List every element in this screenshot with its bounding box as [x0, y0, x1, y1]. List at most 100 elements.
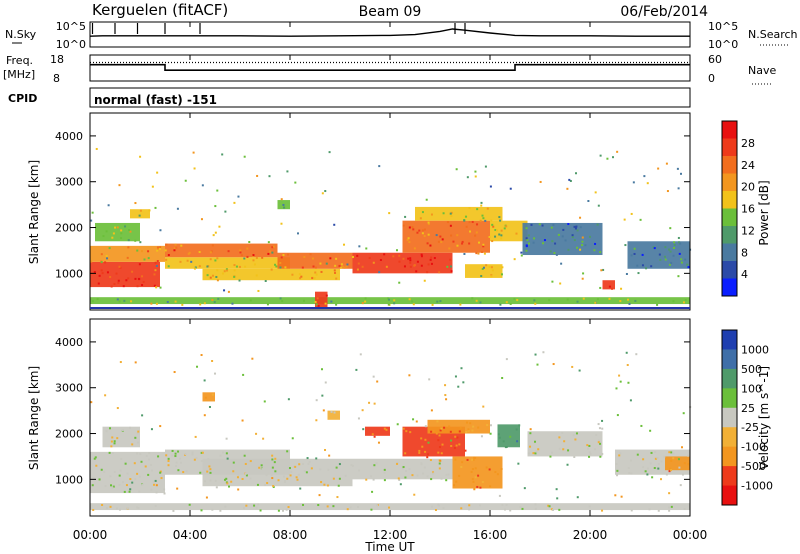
velocity-colorbar-tick-label: 1000 — [741, 343, 769, 356]
power-echo — [677, 275, 680, 278]
power-pixel — [533, 299, 536, 302]
power-echo — [606, 157, 609, 160]
velocity-pixel — [270, 474, 273, 477]
velocity-echo — [627, 381, 630, 384]
velocity-pixel — [277, 509, 280, 512]
power-echo — [679, 172, 682, 175]
velocity-echo — [203, 379, 206, 382]
velocity-pixel — [180, 461, 183, 464]
velocity-echo — [405, 430, 408, 433]
velocity-pixel — [501, 504, 504, 507]
velocity-pixel — [201, 471, 204, 474]
velocity-pixel — [485, 466, 488, 469]
power-pixel — [217, 297, 220, 300]
velocity-pixel — [134, 478, 137, 481]
power-pixel — [557, 233, 560, 236]
power-pixel — [238, 265, 241, 268]
power-pixel — [407, 257, 410, 260]
velocity-pixel — [646, 467, 649, 470]
velocity-pixel — [110, 445, 113, 448]
velocity-pixel — [110, 440, 113, 443]
power-region — [165, 257, 290, 269]
power-pixel — [483, 252, 486, 255]
power-echo — [155, 286, 158, 289]
velocity-pixel — [460, 465, 463, 468]
velocity-pixel — [670, 451, 673, 454]
power-echo — [155, 264, 158, 267]
power-pixel — [490, 266, 493, 269]
power-pixel — [291, 273, 294, 276]
velocity-pixel — [236, 476, 239, 479]
velocity-echo — [338, 463, 341, 466]
power-pixel — [450, 215, 453, 218]
power-pixel — [109, 276, 112, 279]
velocity-y-tick-label: 1000 — [55, 473, 83, 486]
velocity-pixel — [150, 488, 153, 491]
velocity-echo — [105, 430, 108, 433]
velocity-pixel — [616, 469, 619, 472]
velocity-echo — [625, 351, 628, 354]
power-pixel — [352, 256, 355, 259]
velocity-y-tick-label: 3000 — [55, 382, 83, 395]
velocity-speckle — [90, 351, 692, 512]
velocity-pixel — [619, 452, 622, 455]
velocity-pixel — [439, 429, 442, 432]
velocity-echo — [616, 414, 619, 417]
power-echo — [579, 226, 582, 229]
nsky-tick-top: 10^5 — [56, 20, 86, 33]
velocity-pixel — [440, 477, 443, 480]
power-pixel — [269, 250, 272, 253]
power-pixel — [541, 224, 544, 227]
power-regions — [90, 200, 690, 308]
velocity-pixel — [618, 454, 621, 457]
velocity-colorbar-tick-label: 500 — [741, 363, 762, 376]
power-pixel — [345, 265, 348, 268]
velocity-pixel — [464, 449, 467, 452]
velocity-pixel — [466, 421, 469, 424]
velocity-pixel — [465, 430, 468, 433]
power-region — [165, 243, 278, 258]
velocity-echo — [489, 432, 492, 435]
power-pixel — [533, 237, 536, 240]
velocity-pixel — [131, 443, 134, 446]
power-pixel — [215, 275, 218, 278]
velocity-echo — [321, 394, 324, 397]
power-region — [90, 297, 690, 305]
velocity-echo — [336, 496, 339, 499]
power-pixel — [492, 225, 495, 228]
velocity-pixel — [113, 440, 116, 443]
velocity-colorbar: 1000 500 100 25 -25 -100 -500 -1000 — [721, 329, 773, 506]
velocity-pixel — [310, 467, 313, 470]
velocity-pixel — [350, 463, 353, 466]
velocity-pixel — [116, 437, 119, 440]
velocity-echo — [141, 414, 144, 417]
velocity-pixel — [303, 470, 306, 473]
power-pixel — [684, 298, 687, 301]
velocity-pixel — [91, 484, 94, 487]
velocity-pixel — [271, 454, 274, 457]
velocity-pixel — [421, 445, 424, 448]
velocity-pixel — [488, 468, 491, 471]
velocity-pixel — [139, 453, 142, 456]
power-pixel — [165, 243, 168, 246]
velocity-colorbar-swatch — [722, 368, 737, 389]
power-pixel — [416, 260, 419, 263]
velocity-echo — [208, 405, 211, 408]
velocity-pixel — [668, 470, 671, 473]
velocity-pixel — [558, 508, 561, 511]
power-echo — [466, 176, 469, 179]
power-pixel — [437, 240, 440, 243]
velocity-pixel — [92, 476, 95, 479]
velocity-echo — [635, 353, 638, 356]
velocity-echo — [408, 374, 411, 377]
velocity-pixel — [174, 452, 177, 455]
velocity-echo — [654, 451, 657, 454]
power-pixel — [311, 257, 314, 260]
velocity-pixel — [184, 453, 187, 456]
power-pixel — [209, 258, 212, 261]
power-pixel — [584, 244, 587, 247]
velocity-pixel — [175, 461, 178, 464]
velocity-pixel — [454, 458, 457, 461]
velocity-region — [327, 410, 340, 420]
velocity-pixel — [458, 430, 461, 433]
